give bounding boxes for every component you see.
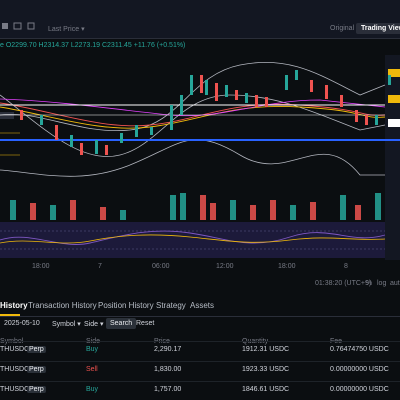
tab[interactable]: Strategy [156, 301, 186, 310]
symbol-filter[interactable]: Symbol ▾ [52, 321, 81, 328]
auto-toggle[interactable]: auto [390, 280, 400, 287]
search-button[interactable]: Search [106, 318, 137, 329]
time-label: 8 [344, 263, 348, 270]
tab[interactable]: Assets [190, 301, 215, 310]
date-filter[interactable]: 2025-05-10 [4, 320, 40, 327]
quantity: 1912.31 USDC [242, 346, 290, 353]
quantity: 1923.33 USDC [242, 366, 290, 373]
clock: 01:38:20 (UTC+9) [315, 280, 372, 287]
perp-badge: Perp [27, 366, 46, 373]
tabs: History Transaction History Position His… [0, 296, 400, 317]
time-label: 12:00 [216, 263, 234, 270]
time-label: 18:00 [278, 263, 296, 270]
active-tab-underline [0, 314, 20, 316]
row-divider [0, 361, 400, 362]
side: Buy [86, 346, 99, 353]
fee: 0.00000000 USDC [330, 366, 389, 373]
perp-badge: Perp [27, 386, 46, 393]
tradingview-view[interactable]: Trading View [356, 23, 400, 34]
toolbar-icons [2, 22, 35, 30]
row-divider [0, 341, 400, 342]
time-label: 06:00 [152, 263, 170, 270]
perp-badge: Perp [27, 346, 46, 353]
side: Buy [86, 386, 99, 393]
price: 1,757.00 [154, 386, 182, 393]
row-divider [0, 381, 400, 382]
tab[interactable]: Transaction History [28, 301, 97, 310]
fee: 0.00000000 USDC [330, 386, 389, 393]
percent-toggle[interactable]: % [366, 280, 373, 287]
side-filter[interactable]: Side ▾ [84, 321, 104, 328]
fee: 0.76474750 USDC [330, 346, 389, 353]
symbol: THUSDC [0, 366, 30, 373]
price: 1,830.00 [154, 366, 182, 373]
price: 2,290.17 [154, 346, 182, 353]
quantity: 1846.61 USDC [242, 386, 290, 393]
tab[interactable]: History [0, 301, 28, 310]
last-price[interactable]: Last Price ▾ [48, 26, 85, 33]
toolbar: Last Price ▾ Original Trading View [0, 0, 400, 39]
symbol: THUSDC [0, 386, 30, 393]
tab[interactable]: Position History [98, 301, 154, 310]
price-chart [0, 55, 400, 260]
ohlc-legend: e O2299.70 H2314.37 L2273.19 C2311.45 +1… [0, 42, 186, 49]
side: Sell [86, 366, 98, 373]
symbol: THUSDC [0, 346, 30, 353]
time-label: 7 [98, 263, 102, 270]
time-label: 18:00 [32, 263, 50, 270]
log-toggle[interactable]: log [377, 280, 387, 287]
original-view[interactable]: Original [330, 25, 355, 32]
reset-button[interactable]: Reset [136, 320, 155, 327]
